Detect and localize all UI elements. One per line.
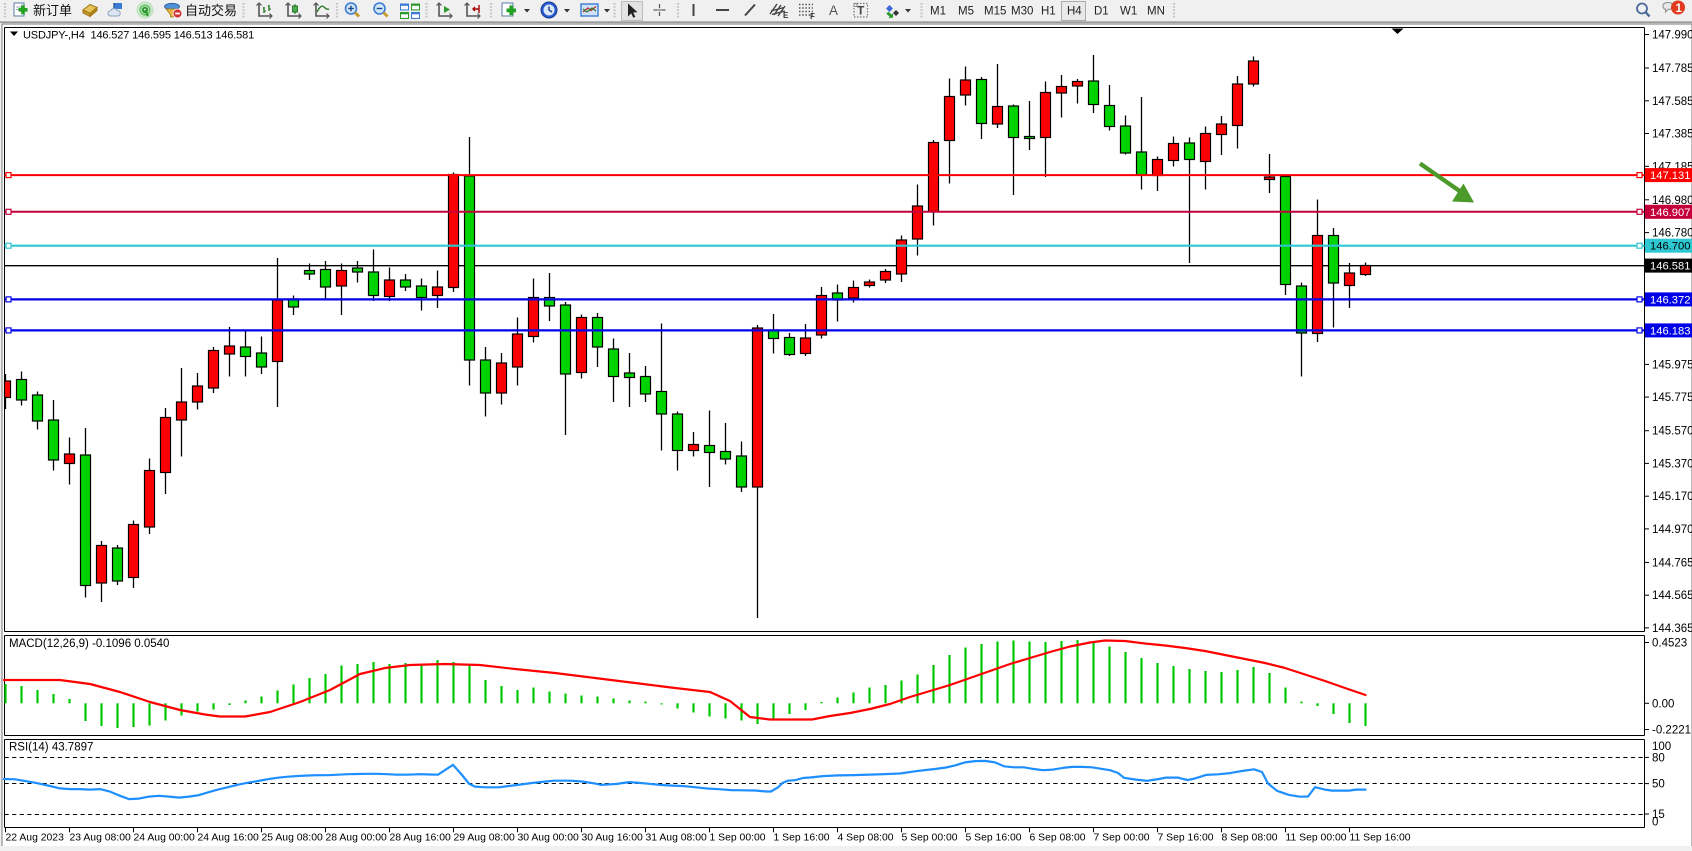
svg-text:5 Sep 00:00: 5 Sep 00:00 [902, 833, 958, 844]
svg-text:M5: M5 [958, 6, 974, 18]
svg-text:144.970: 144.970 [1652, 524, 1692, 536]
svg-text:30 Aug 00:00: 30 Aug 00:00 [518, 833, 579, 844]
svg-text:0.00: 0.00 [1652, 698, 1674, 710]
svg-text:30 Aug 16:00: 30 Aug 16:00 [582, 833, 643, 844]
svg-text:7 Sep 00:00: 7 Sep 00:00 [1094, 833, 1150, 844]
svg-text:31 Aug 08:00: 31 Aug 08:00 [646, 833, 707, 844]
svg-text:25 Aug 08:00: 25 Aug 08:00 [262, 833, 323, 844]
svg-text:144.365: 144.365 [1652, 623, 1692, 635]
svg-text:80: 80 [1652, 752, 1665, 764]
svg-text:M30: M30 [1011, 6, 1033, 18]
svg-text:F: F [810, 12, 815, 21]
svg-text:6 Sep 08:00: 6 Sep 08:00 [1030, 833, 1086, 844]
svg-text:147.785: 147.785 [1652, 63, 1692, 75]
svg-text:USDJPY-,H4 146.527 146.595 14: USDJPY-,H4 146.527 146.595 146.513 146.5… [23, 30, 254, 42]
svg-text:1 Sep 16:00: 1 Sep 16:00 [774, 833, 830, 844]
svg-text:146.183: 146.183 [1650, 325, 1690, 337]
svg-text:100: 100 [1652, 741, 1671, 753]
svg-text:W1: W1 [1120, 6, 1137, 18]
svg-text:RSI(14) 43.7897: RSI(14) 43.7897 [9, 742, 93, 754]
svg-text:146.780: 146.780 [1652, 228, 1692, 240]
svg-text:146.581: 146.581 [1650, 261, 1690, 273]
svg-text:11 Sep 16:00: 11 Sep 16:00 [1350, 833, 1411, 844]
svg-text:1: 1 [1676, 3, 1683, 15]
svg-text:145.975: 145.975 [1652, 359, 1692, 371]
svg-text:146.907: 146.907 [1650, 207, 1690, 219]
svg-text:147.131: 147.131 [1650, 170, 1690, 182]
svg-text:M1: M1 [930, 6, 946, 18]
svg-text:A: A [829, 3, 838, 18]
svg-text:145.775: 145.775 [1652, 392, 1692, 404]
svg-text:0.4523: 0.4523 [1652, 638, 1687, 650]
svg-text:50: 50 [1652, 779, 1665, 791]
svg-text:147.990: 147.990 [1652, 30, 1692, 42]
svg-text:147.385: 147.385 [1652, 129, 1692, 141]
svg-text:T: T [857, 4, 865, 18]
svg-text:146.700: 146.700 [1650, 241, 1690, 253]
svg-text:8 Sep 08:00: 8 Sep 08:00 [1222, 833, 1278, 844]
svg-text:-0.2221: -0.2221 [1652, 725, 1691, 737]
svg-text:24 Aug 16:00: 24 Aug 16:00 [198, 833, 259, 844]
svg-text:22 Aug 2023: 22 Aug 2023 [6, 833, 65, 844]
svg-text:4 Sep 08:00: 4 Sep 08:00 [838, 833, 894, 844]
svg-text:144.765: 144.765 [1652, 557, 1692, 569]
svg-text:145.170: 145.170 [1652, 491, 1692, 503]
svg-text:28 Aug 16:00: 28 Aug 16:00 [390, 833, 451, 844]
svg-text:1 Sep 00:00: 1 Sep 00:00 [710, 833, 766, 844]
svg-text:7 Sep 16:00: 7 Sep 16:00 [1158, 833, 1214, 844]
svg-text:M15: M15 [984, 6, 1006, 18]
svg-text:147.585: 147.585 [1652, 96, 1692, 108]
svg-text:11 Sep 00:00: 11 Sep 00:00 [1286, 833, 1347, 844]
svg-text:28 Aug 00:00: 28 Aug 00:00 [326, 833, 387, 844]
svg-text:新订单: 新订单 [33, 3, 72, 18]
svg-text:MN: MN [1147, 6, 1165, 18]
svg-text:145.570: 145.570 [1652, 426, 1692, 438]
svg-text:144.565: 144.565 [1652, 590, 1692, 602]
svg-text:E: E [783, 11, 789, 20]
svg-text:D1: D1 [1094, 6, 1109, 18]
svg-text:15: 15 [1652, 809, 1665, 821]
svg-text:146.372: 146.372 [1650, 294, 1690, 306]
svg-text:5 Sep 16:00: 5 Sep 16:00 [966, 833, 1022, 844]
svg-text:自动交易: 自动交易 [185, 3, 237, 18]
svg-text:146.980: 146.980 [1652, 195, 1692, 207]
svg-text:24 Aug 00:00: 24 Aug 00:00 [134, 833, 195, 844]
svg-text:H1: H1 [1041, 6, 1056, 18]
svg-text:145.370: 145.370 [1652, 458, 1692, 470]
svg-text:H4: H4 [1067, 6, 1082, 18]
svg-text:29 Aug 08:00: 29 Aug 08:00 [454, 833, 515, 844]
svg-text:23 Aug 08:00: 23 Aug 08:00 [70, 833, 131, 844]
svg-text:0: 0 [1652, 817, 1658, 829]
svg-text:MACD(12,26,9) -0.1096 0.0540: MACD(12,26,9) -0.1096 0.0540 [9, 638, 169, 650]
